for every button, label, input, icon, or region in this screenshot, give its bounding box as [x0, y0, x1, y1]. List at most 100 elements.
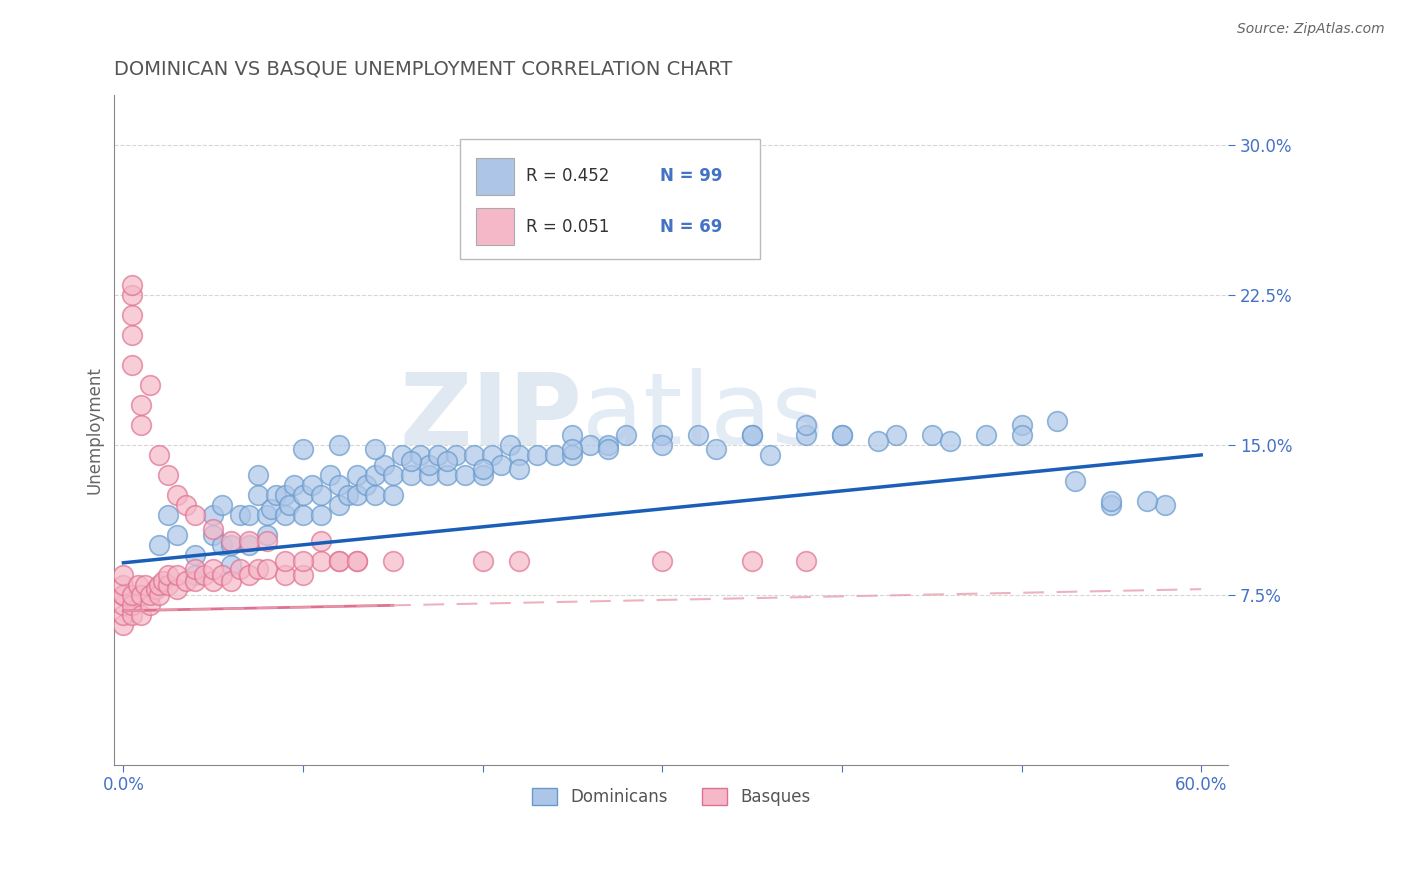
Point [121, 607, 143, 622]
Point [651, 428, 673, 442]
Point [794, 428, 817, 442]
Point [157, 578, 180, 592]
Point [309, 488, 332, 502]
Point [346, 488, 368, 502]
Point [328, 478, 350, 492]
Point [264, 488, 287, 502]
Point [426, 448, 449, 462]
Point [211, 567, 233, 582]
Point [112, 578, 135, 592]
Point [526, 448, 548, 462]
Point [184, 562, 207, 576]
Point [121, 328, 143, 343]
Point [121, 598, 143, 612]
Point [508, 448, 530, 462]
Point [508, 462, 530, 476]
Point [346, 554, 368, 568]
Point [579, 438, 602, 452]
Point [454, 467, 477, 482]
Point [184, 567, 207, 582]
Point [247, 488, 270, 502]
Point [292, 508, 315, 522]
Point [127, 578, 149, 592]
Point [148, 578, 170, 592]
Point [508, 554, 530, 568]
Point [174, 574, 197, 588]
Point [319, 467, 342, 482]
FancyBboxPatch shape [477, 158, 515, 195]
Point [148, 538, 170, 552]
FancyBboxPatch shape [477, 208, 515, 245]
Point [399, 454, 422, 468]
Point [309, 508, 332, 522]
Point [354, 478, 377, 492]
Point [974, 428, 997, 442]
Point [741, 428, 763, 442]
Point [328, 554, 350, 568]
Point [598, 442, 620, 456]
Point [211, 538, 233, 552]
Point [651, 554, 673, 568]
Point [166, 567, 188, 582]
Point [741, 554, 763, 568]
Point [418, 467, 440, 482]
Point [202, 508, 225, 522]
Point [157, 567, 180, 582]
Point [131, 417, 153, 432]
Point [112, 567, 135, 582]
Point [292, 488, 315, 502]
Point [274, 488, 297, 502]
Point [292, 567, 315, 582]
Text: R = 0.452: R = 0.452 [526, 168, 610, 186]
Point [471, 462, 494, 476]
Point [145, 582, 167, 596]
Point [229, 508, 252, 522]
Point [1011, 417, 1033, 432]
Point [131, 588, 153, 602]
Point [391, 448, 413, 462]
Point [463, 448, 485, 462]
Point [336, 488, 359, 502]
Point [134, 578, 156, 592]
Point [274, 554, 297, 568]
Point [139, 598, 162, 612]
Point [121, 278, 143, 293]
Point [166, 488, 188, 502]
Point [688, 428, 710, 442]
Point [1099, 498, 1122, 512]
Point [481, 448, 503, 462]
Point [471, 467, 494, 482]
Point [174, 498, 197, 512]
Point [309, 554, 332, 568]
Point [759, 448, 782, 462]
Point [794, 554, 817, 568]
Text: R = 0.051: R = 0.051 [526, 218, 610, 235]
Point [409, 448, 432, 462]
Point [498, 438, 520, 452]
Point [202, 562, 225, 576]
Point [884, 428, 907, 442]
Point [831, 428, 853, 442]
Point [274, 567, 297, 582]
Point [1064, 474, 1087, 488]
Point [309, 533, 332, 548]
Point [373, 458, 395, 472]
Point [219, 558, 242, 572]
Point [561, 428, 583, 442]
Point [651, 208, 673, 222]
Point [1046, 414, 1069, 428]
Point [148, 588, 170, 602]
Point [364, 488, 387, 502]
Point [219, 538, 242, 552]
Point [328, 554, 350, 568]
Point [148, 448, 170, 462]
Point [256, 528, 278, 542]
Text: Source: ZipAtlas.com: Source: ZipAtlas.com [1237, 22, 1385, 37]
Point [274, 508, 297, 522]
Point [1011, 428, 1033, 442]
Point [184, 508, 207, 522]
Point [112, 617, 135, 632]
Point [561, 442, 583, 456]
Point [418, 458, 440, 472]
Point [364, 467, 387, 482]
